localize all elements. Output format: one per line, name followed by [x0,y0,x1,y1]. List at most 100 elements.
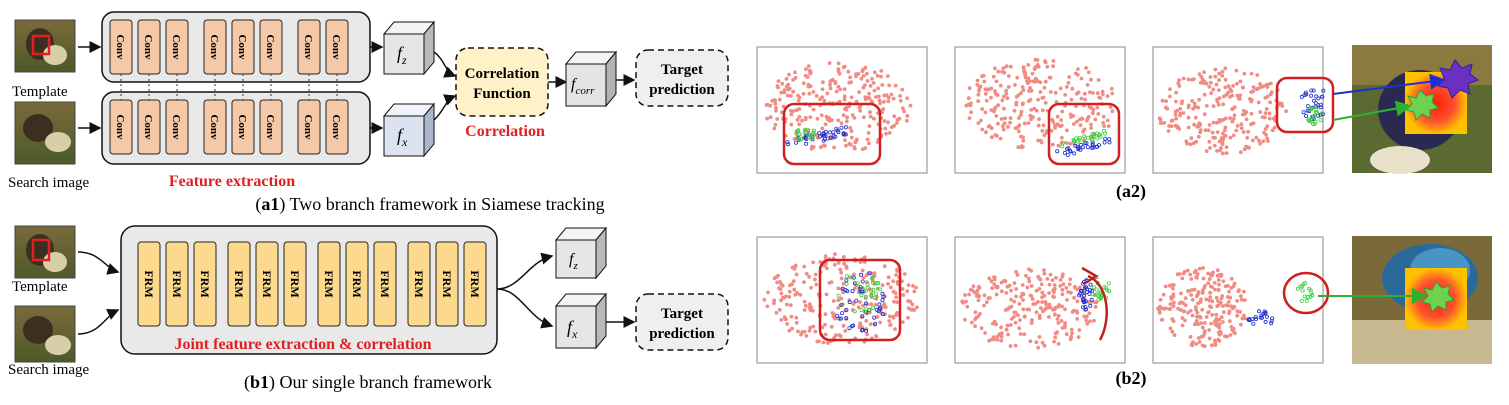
scatter-point [1019,294,1023,299]
scatter-point [831,130,836,135]
scatter-point [1028,339,1033,344]
scatter-point [971,284,976,289]
scatter-point [853,286,857,291]
scatter-point [873,291,878,296]
scatter-point [1034,288,1039,293]
scatter-point [1091,145,1096,150]
scatter-point [1063,321,1067,326]
scatter-point [995,337,1000,342]
scatter-point [869,302,873,307]
scatter-point [1168,87,1172,91]
scatter-point [1051,307,1055,312]
scatter-point [1063,93,1068,97]
scatter-point [1008,344,1013,348]
scatter-point [847,80,852,85]
panel-b2: (b2) [756,236,1492,389]
scatter-point [880,83,885,87]
scatter-point [790,282,794,287]
scatter-point [1231,133,1236,138]
scatter-point [836,61,841,66]
scatter-point [906,315,910,320]
scatter-point [1211,135,1216,140]
scatter-point [1014,287,1019,291]
scatter-point [1078,291,1083,296]
scatter-point [1053,126,1057,130]
scatter-point [1226,299,1231,304]
fx-label-a1: fx [397,125,408,149]
scatter-point [1006,74,1011,78]
caption-b1: (b1) Our single branch framework [244,372,492,393]
scatter-point [976,92,981,97]
scatter-point [1019,109,1024,114]
scatter-point [1209,91,1214,96]
scatter-point [1228,87,1232,91]
scatter-point [1188,272,1193,277]
scatter-point [844,264,849,269]
scatter-point [762,297,767,302]
scatter-point [1167,124,1171,128]
scatter-point [848,75,853,80]
scatter-point [802,264,807,269]
scatter-point [1220,294,1225,299]
scatter-point [1304,92,1309,97]
scatter-point [976,121,981,125]
scatter-point [1014,269,1018,274]
scatter-point [1067,282,1072,287]
template-image-a1 [14,19,76,73]
scatter-point [1209,321,1213,326]
scatter-point [1028,86,1032,90]
scatter-point [802,299,807,304]
scatter-point [1075,299,1080,304]
scatter-point [829,118,834,122]
scatter-point [1201,266,1205,270]
scatter-point [833,252,837,257]
scatter-point [1028,293,1033,298]
scatter-point [856,305,861,310]
scatter-point [1040,128,1045,133]
scatter-point [823,332,828,337]
scatter-point [1047,75,1052,80]
scatter-point [1222,128,1227,133]
scatter-point [874,334,879,339]
scatter-point [1301,110,1306,115]
scatter-point [1228,319,1232,324]
scatter-point [1053,312,1057,317]
scatter-point [1200,325,1205,330]
scatter-point [1071,114,1075,118]
scatter-point [1309,93,1314,98]
scatter-point [1307,286,1312,291]
scatter-point [883,126,888,131]
scatter-point [889,92,894,97]
scatter-point [1207,328,1212,332]
scatter-point [978,311,982,316]
scatter-point [1000,98,1005,103]
scatter-point [804,333,809,338]
scatter-point [963,317,967,322]
scatter-point [1299,298,1304,303]
scatter-point [893,327,897,332]
scatter-point [1238,294,1243,299]
scatter-point [777,307,782,312]
scatter-point [808,71,812,76]
scatter-point [875,74,880,78]
scatter-point [1043,79,1048,84]
scatter-point [815,339,820,344]
scatter-point [877,287,882,292]
scatter-point [1234,68,1239,73]
scatter-point [804,136,809,141]
scatter-point [1196,322,1200,327]
scatter-point [784,317,788,322]
scatter-point [975,78,980,83]
scatter-point [1004,64,1009,69]
scatter-point [844,307,849,312]
scatter-point [1235,124,1240,128]
scatter-point [902,109,906,114]
scatter-point [1233,331,1237,336]
scatter-point [791,78,795,82]
scatter-point [1228,116,1232,121]
scatter-point [867,307,872,312]
scatter-point [1250,138,1255,143]
scatter-point [976,99,981,103]
scatter-point [1174,99,1178,104]
scatter-point [898,94,902,98]
